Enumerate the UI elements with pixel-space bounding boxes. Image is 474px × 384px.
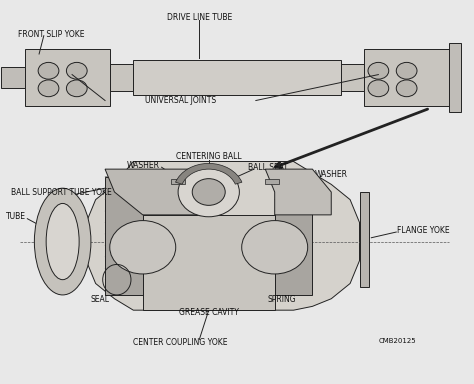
Bar [449, 43, 461, 112]
Bar [265, 179, 279, 184]
Text: UNIVERSAL JOINTS: UNIVERSAL JOINTS [145, 96, 216, 105]
Polygon shape [86, 162, 359, 310]
Text: WASHER: WASHER [315, 170, 348, 179]
Polygon shape [105, 169, 209, 215]
Text: DRIVE LINE TUBE: DRIVE LINE TUBE [167, 13, 232, 22]
Circle shape [368, 80, 389, 97]
Circle shape [192, 179, 225, 205]
Bar [341, 64, 364, 91]
Circle shape [368, 62, 389, 79]
Text: TUBE: TUBE [6, 212, 26, 221]
Circle shape [110, 220, 176, 274]
Bar [133, 60, 341, 95]
Circle shape [66, 80, 87, 97]
Wedge shape [175, 164, 242, 184]
Circle shape [178, 167, 239, 217]
Text: FRONT SLIP YOKE: FRONT SLIP YOKE [18, 30, 84, 39]
Ellipse shape [46, 204, 79, 280]
Text: CENTERING BALL: CENTERING BALL [176, 152, 242, 161]
Text: WASHER: WASHER [126, 161, 159, 170]
Text: SPRING: SPRING [267, 295, 296, 304]
Text: SEAL: SEAL [91, 295, 110, 304]
Text: BALL SEAT: BALL SEAT [247, 163, 288, 172]
Polygon shape [275, 177, 312, 295]
Circle shape [38, 80, 59, 97]
Text: CMB20125: CMB20125 [378, 338, 416, 344]
Bar [364, 49, 449, 106]
Bar [110, 64, 133, 91]
Polygon shape [105, 177, 143, 295]
Text: BALL SUPPORT TUBE YOKE: BALL SUPPORT TUBE YOKE [11, 187, 111, 197]
Text: CENTER COUPLING YOKE: CENTER COUPLING YOKE [133, 338, 228, 347]
Bar [171, 179, 185, 184]
Bar [25, 49, 110, 106]
Polygon shape [143, 215, 275, 310]
Circle shape [396, 80, 417, 97]
Text: GREASE CAVITY: GREASE CAVITY [179, 308, 239, 317]
Circle shape [242, 220, 308, 274]
Bar [359, 192, 369, 287]
Bar [1, 67, 25, 88]
Circle shape [38, 62, 59, 79]
Ellipse shape [35, 188, 91, 295]
Circle shape [66, 62, 87, 79]
Polygon shape [265, 169, 331, 215]
Circle shape [396, 62, 417, 79]
Text: FLANGE YOKE: FLANGE YOKE [397, 226, 450, 235]
